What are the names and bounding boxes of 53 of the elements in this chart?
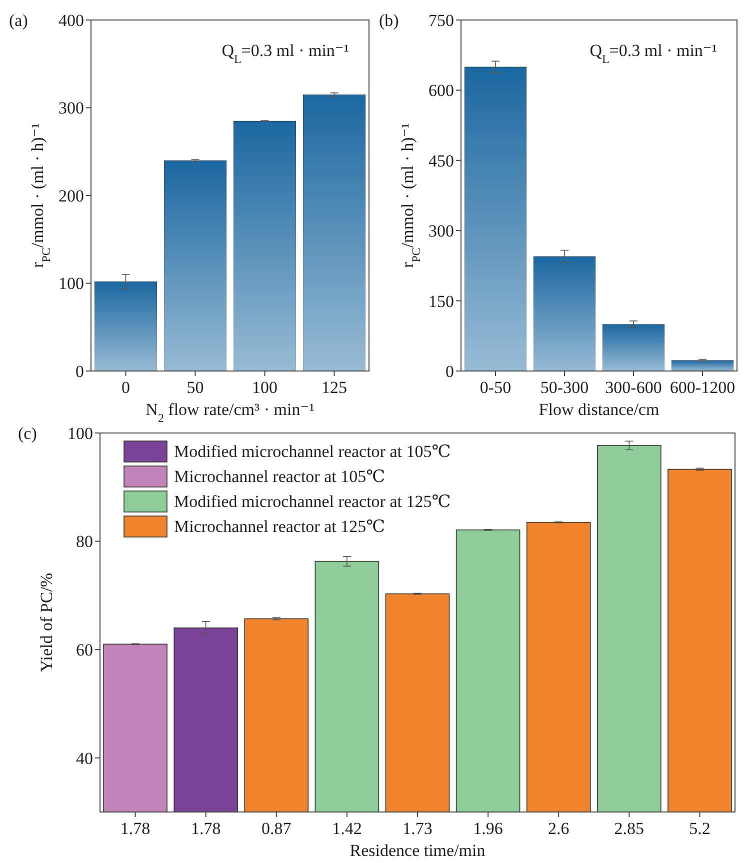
annotation: Q$_{L}$=0.3 ml · min⁻¹	[590, 41, 717, 66]
y-tick-label: 150	[428, 292, 454, 311]
bar	[233, 120, 296, 372]
bar	[164, 160, 227, 372]
x-tick-label: 2.6	[548, 819, 570, 838]
x-axis-title: N$_{2}$ flow rate/cm³ · min⁻¹	[146, 400, 314, 425]
bar	[464, 66, 527, 372]
y-tick-label: 300	[428, 222, 454, 241]
legend-label: Microchannel reactor at 105℃	[174, 467, 386, 486]
bar	[94, 281, 158, 372]
y-tick-label: 100	[68, 424, 93, 443]
y-axis-title: Yield of PC/%	[37, 572, 56, 672]
x-tick-label: 1.78	[120, 819, 150, 838]
x-tick-label: 100	[252, 378, 278, 397]
x-tick-label: 0.87	[262, 819, 292, 838]
x-tick-label: 125	[322, 378, 347, 397]
x-tick-label: 300-600	[605, 378, 662, 397]
annotation: Q$_{L}$=0.3 ml · min⁻¹	[222, 41, 349, 66]
y-tick-label: 100	[58, 274, 84, 294]
x-axis-title: Residence time/min	[350, 841, 486, 860]
chart-title: (c)	[18, 424, 37, 443]
y-tick-label: 450	[428, 151, 454, 170]
chart-title: (a)	[9, 11, 28, 30]
bar	[533, 256, 596, 372]
y-tick-label: 0	[446, 362, 454, 381]
y-tick-label: 400	[58, 10, 84, 30]
x-tick-label: 2.85	[614, 819, 644, 838]
x-tick-label: 1.42	[332, 819, 362, 838]
x-tick-label: 5.2	[689, 819, 710, 838]
x-tick-label: 50	[186, 378, 204, 397]
bar	[302, 94, 366, 372]
y-tick-label: 750	[428, 10, 454, 30]
y-tick-label: 600	[428, 81, 454, 100]
x-tick-label: 0-50	[480, 378, 512, 397]
x-tick-label: 0	[122, 378, 130, 397]
bar	[671, 360, 734, 372]
legend-label: Modified microchannel reactor at 105℃	[174, 442, 451, 461]
legend-label: Modified microchannel reactor at 125℃	[174, 492, 451, 511]
x-tick-label: 1.73	[402, 819, 432, 838]
bar	[602, 324, 665, 372]
x-tick-label: 1.96	[473, 819, 503, 838]
chart-title: (b)	[379, 11, 399, 30]
y-tick-label: 0	[76, 362, 84, 381]
x-tick-label: 600-1200	[670, 378, 736, 397]
y-tick-label: 40	[76, 748, 93, 768]
legend-label: Microchannel reactor at 125℃	[174, 517, 386, 536]
y-tick-label: 200	[58, 186, 84, 206]
x-tick-label: 1.78	[190, 819, 221, 838]
y-tick-label: 300	[58, 98, 84, 118]
x-tick-label: 50-300	[540, 378, 589, 397]
x-axis-title: Flow distance/cm	[538, 400, 660, 419]
y-tick-label: 60	[76, 640, 93, 660]
y-tick-label: 80	[76, 532, 93, 552]
